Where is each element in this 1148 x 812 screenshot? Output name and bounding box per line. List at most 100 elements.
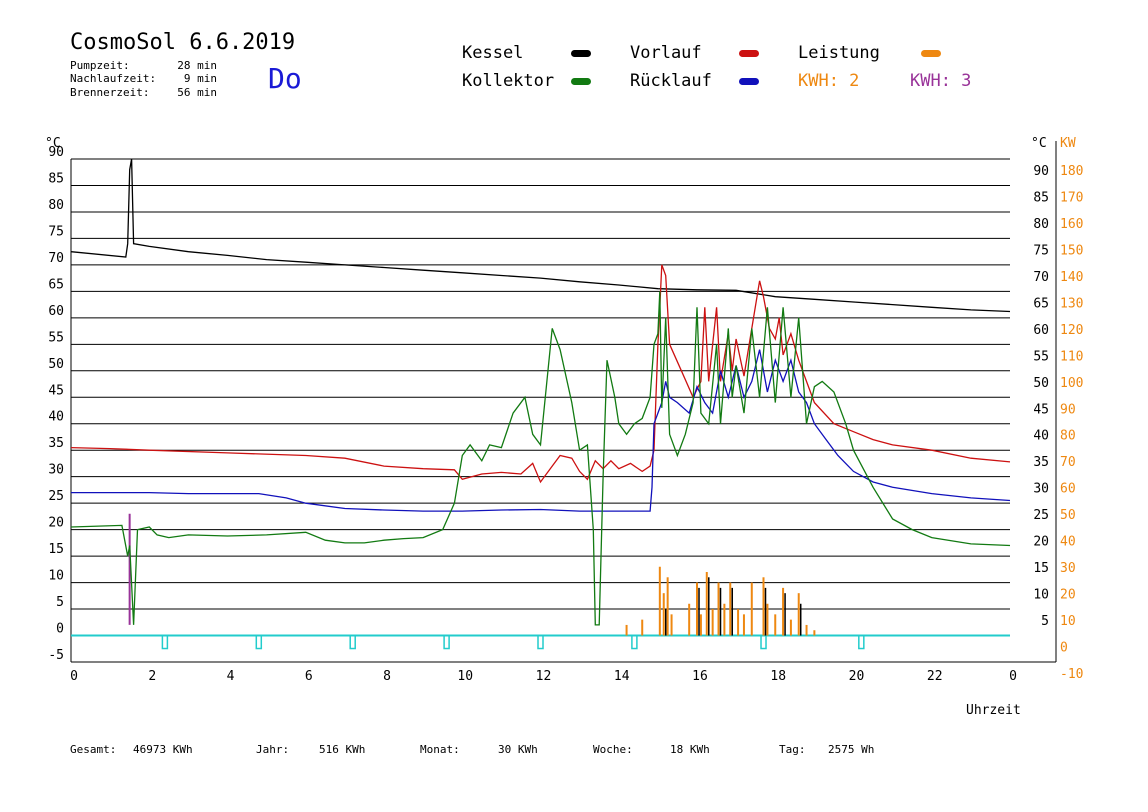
y-tick-right-20: 20 (1033, 535, 1049, 550)
legend-ruecklauf-swatch (739, 78, 759, 85)
y-tick-power-140: 140 (1060, 270, 1083, 285)
x-tick-12: 12 (536, 669, 552, 684)
y-tick-power-50: 50 (1060, 508, 1076, 523)
y-tick-right-45: 45 (1033, 402, 1049, 417)
y-tick-right-10: 10 (1033, 588, 1049, 603)
y-tick-power-180: 180 (1060, 164, 1083, 179)
legend-leistung-swatch (921, 50, 941, 57)
y-tick-left-90: 90 (48, 145, 64, 160)
y-tick-left-20: 20 (48, 516, 64, 531)
x-tick-24: 0 (1009, 669, 1017, 684)
footer-monat-value: 30 KWh (498, 743, 538, 756)
cyan-marker (631, 634, 638, 650)
y-tick-right-60: 60 (1033, 323, 1049, 338)
cyan-marker (443, 634, 450, 650)
footer-jahr-value: 516 KWh (319, 743, 366, 756)
x-tick-8: 8 (383, 669, 391, 684)
footer-tag-value: 2575 Wh (828, 743, 875, 756)
cyan-marker (537, 634, 544, 650)
y-tick-right-65: 65 (1033, 296, 1049, 311)
grid-lines (71, 158, 1010, 610)
footer-woche-value: 18 KWh (670, 743, 710, 756)
stat-brennerzeit-label: Brennerzeit: (70, 86, 150, 99)
y-tick-power-120: 120 (1060, 323, 1083, 338)
y-tick-left-75: 75 (48, 224, 64, 239)
axes (70, 141, 1057, 663)
y-tick-left-0: 0 (56, 622, 64, 637)
y-axis-power-unit: KW (1060, 136, 1076, 151)
footer-monat-label: Monat: (420, 743, 460, 756)
x-tick-10: 10 (457, 669, 473, 684)
y-tick-left-5: 5 (56, 595, 64, 610)
footer-jahr-label: Jahr: (256, 743, 290, 756)
legend-kwh2-label: KWH: 2 (798, 71, 860, 91)
y-tick-left-60: 60 (48, 304, 64, 319)
stat-pumpzeit-value: 28 min (177, 59, 217, 72)
x-tick-18: 18 (770, 669, 786, 684)
x-axis-label: Uhrzeit (966, 703, 1021, 718)
y-tick-left-15: 15 (48, 542, 64, 557)
y-tick-power--10: -10 (1060, 667, 1083, 682)
y-tick-power-110: 110 (1060, 349, 1083, 364)
cyan-marker (161, 634, 169, 650)
y-tick-left-10: 10 (48, 569, 64, 584)
cyan-marker (760, 634, 767, 650)
y-tick-power-80: 80 (1060, 429, 1076, 444)
footer-gesamt-label: Gesamt: (70, 743, 117, 756)
legend-leistung-label: Leistung (798, 43, 880, 63)
y-tick-power-170: 170 (1060, 190, 1083, 205)
y-tick-left-55: 55 (48, 330, 64, 345)
y-tick-right-80: 80 (1033, 217, 1049, 232)
y-axis-unit-left: °C (45, 136, 61, 151)
y-tick-right-5: 5 (1041, 614, 1049, 629)
y-tick-left-70: 70 (48, 251, 64, 266)
y-tick-right-90: 90 (1033, 164, 1049, 179)
y-tick-left-50: 50 (48, 357, 64, 372)
y-tick-left-30: 30 (48, 463, 64, 478)
series-line-ruecklauf (71, 349, 1011, 512)
y-tick-power-20: 20 (1060, 588, 1076, 603)
x-tick-2: 2 (148, 669, 156, 684)
y-tick-right-30: 30 (1033, 482, 1049, 497)
x-tick-14: 14 (614, 669, 630, 684)
y-tick-right-15: 15 (1033, 561, 1049, 576)
y-tick-power-150: 150 (1060, 243, 1083, 258)
y-tick-right-50: 50 (1033, 376, 1049, 391)
y-tick-left-85: 85 (48, 171, 64, 186)
y-tick-power-90: 90 (1060, 402, 1076, 417)
y-tick-left-65: 65 (48, 277, 64, 292)
weekday-label: Do (268, 62, 302, 95)
y-tick-power-100: 100 (1060, 376, 1083, 391)
series-line-vorlauf (70, 264, 1011, 484)
x-tick-4: 4 (227, 669, 235, 684)
y-axis-unit-right: °C (1031, 136, 1047, 151)
y-tick-left-25: 25 (48, 489, 64, 504)
x-tick-20: 20 (849, 669, 865, 684)
footer-woche-label: Woche: (593, 743, 633, 756)
legend-vorlauf-label: Vorlauf (630, 43, 702, 63)
y-tick-left-35: 35 (48, 436, 64, 451)
cyan-marker (858, 634, 865, 650)
y-tick-power-160: 160 (1060, 217, 1083, 232)
x-tick-0: 0 (70, 669, 78, 684)
series-lines (70, 158, 1011, 650)
stat-nachlaufzeit-label: Nachlaufzeit: (70, 72, 157, 85)
legend-kollektor-label: Kollektor (462, 71, 555, 91)
y-tick-power-30: 30 (1060, 561, 1076, 576)
cyan-marker (255, 634, 263, 650)
y-tick-right-55: 55 (1033, 349, 1049, 364)
legend-vorlauf-swatch (739, 50, 759, 57)
footer-tag-label: Tag: (779, 743, 806, 756)
stat-pumpzeit-label: Pumpzeit: (70, 59, 130, 72)
y-tick-power-130: 130 (1060, 296, 1083, 311)
y-tick-right-70: 70 (1033, 270, 1049, 285)
legend-kessel-label: Kessel (462, 43, 524, 63)
legend-ruecklauf-label: Rücklauf (630, 71, 712, 91)
y-tick-right-40: 40 (1033, 429, 1049, 444)
y-tick-power-60: 60 (1060, 482, 1076, 497)
legend-kollektor-swatch (571, 78, 591, 85)
y-tick-left-80: 80 (48, 198, 64, 213)
footer-gesamt-value: 46973 KWh (133, 743, 193, 756)
chart-title: CosmoSol 6.6.2019 (70, 30, 296, 55)
